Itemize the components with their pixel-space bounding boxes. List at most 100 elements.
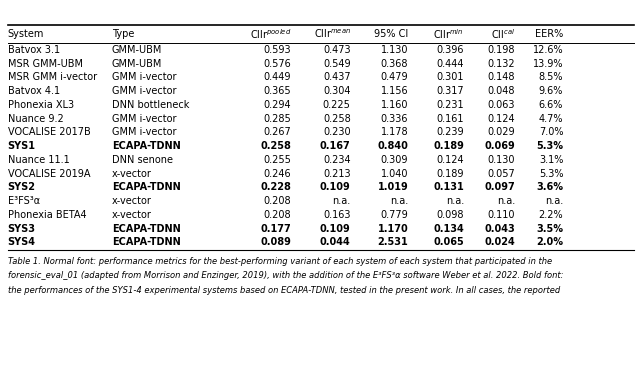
Text: 2.0%: 2.0% (536, 238, 563, 247)
Text: 0.258: 0.258 (323, 113, 351, 124)
Text: Table 1. Normal font: performance metrics for the best-performing variant of eac: Table 1. Normal font: performance metric… (8, 257, 552, 266)
Text: 0.208: 0.208 (264, 196, 291, 206)
Text: SYS4: SYS4 (8, 238, 36, 247)
Text: 0.097: 0.097 (484, 182, 515, 192)
Text: 0.593: 0.593 (264, 45, 291, 55)
Text: 0.239: 0.239 (436, 127, 464, 137)
Text: 0.069: 0.069 (484, 141, 515, 151)
Text: 4.7%: 4.7% (539, 113, 563, 124)
Text: SYS1: SYS1 (8, 141, 36, 151)
Text: 0.198: 0.198 (488, 45, 515, 55)
Text: 0.479: 0.479 (381, 72, 408, 82)
Text: 0.065: 0.065 (433, 238, 464, 247)
Text: 0.063: 0.063 (488, 100, 515, 110)
Text: GMM-UBM: GMM-UBM (112, 58, 163, 69)
Text: SYS2: SYS2 (8, 182, 36, 192)
Text: 0.267: 0.267 (264, 127, 291, 137)
Text: 3.1%: 3.1% (539, 155, 563, 165)
Text: 0.365: 0.365 (264, 86, 291, 96)
Text: 0.234: 0.234 (323, 155, 351, 165)
Text: 0.549: 0.549 (323, 58, 351, 69)
Text: 0.148: 0.148 (488, 72, 515, 82)
Text: the performances of the SYS1-4 experimental systems based on ECAPA-TDNN, tested : the performances of the SYS1-4 experimen… (8, 286, 560, 294)
Text: 3.6%: 3.6% (536, 182, 563, 192)
Text: 2.531: 2.531 (378, 238, 408, 247)
Text: 0.301: 0.301 (436, 72, 464, 82)
Text: 0.124: 0.124 (436, 155, 464, 165)
Text: ECAPA-TDNN: ECAPA-TDNN (112, 141, 180, 151)
Text: 0.189: 0.189 (436, 169, 464, 179)
Text: 1.156: 1.156 (381, 86, 408, 96)
Text: 0.225: 0.225 (323, 100, 351, 110)
Text: 0.258: 0.258 (260, 141, 291, 151)
Text: EER%: EER% (535, 29, 563, 39)
Text: Nuance 11.1: Nuance 11.1 (8, 155, 69, 165)
Text: 0.444: 0.444 (436, 58, 464, 69)
Text: Phonexia BETA4: Phonexia BETA4 (8, 210, 86, 220)
Text: 95% CI: 95% CI (374, 29, 408, 39)
Text: 0.029: 0.029 (488, 127, 515, 137)
Text: Cllr$^{mean}$: Cllr$^{mean}$ (314, 28, 351, 40)
Text: 0.473: 0.473 (323, 45, 351, 55)
Text: Cllr$^{min}$: Cllr$^{min}$ (433, 27, 464, 41)
Text: Phonexia XL3: Phonexia XL3 (8, 100, 74, 110)
Text: n.a.: n.a. (332, 196, 351, 206)
Text: 0.779: 0.779 (381, 210, 408, 220)
Text: Cllr$^{pooled}$: Cllr$^{pooled}$ (250, 27, 291, 41)
Text: GMM i-vector: GMM i-vector (112, 86, 177, 96)
Text: n.a.: n.a. (390, 196, 408, 206)
Text: 0.396: 0.396 (436, 45, 464, 55)
Text: 13.9%: 13.9% (532, 58, 563, 69)
Text: System: System (8, 29, 44, 39)
Text: 5.3%: 5.3% (536, 141, 563, 151)
Text: 0.134: 0.134 (433, 224, 464, 234)
Text: ECAPA-TDNN: ECAPA-TDNN (112, 182, 180, 192)
Text: 0.161: 0.161 (436, 113, 464, 124)
Text: forensic_eval_01 (adapted from Morrison and Enzinger, 2019), with the addition o: forensic_eval_01 (adapted from Morrison … (8, 271, 563, 280)
Text: x-vector: x-vector (112, 169, 152, 179)
Text: GMM i-vector: GMM i-vector (112, 113, 177, 124)
Text: x-vector: x-vector (112, 210, 152, 220)
Text: 0.089: 0.089 (260, 238, 291, 247)
Text: 3.5%: 3.5% (536, 224, 563, 234)
Text: 7.0%: 7.0% (539, 127, 563, 137)
Text: 0.044: 0.044 (320, 238, 351, 247)
Text: Batvox 3.1: Batvox 3.1 (8, 45, 60, 55)
Text: 1.178: 1.178 (381, 127, 408, 137)
Text: GMM i-vector: GMM i-vector (112, 72, 177, 82)
Text: 0.132: 0.132 (488, 58, 515, 69)
Text: 0.294: 0.294 (264, 100, 291, 110)
Text: MSR GMM i-vector: MSR GMM i-vector (8, 72, 97, 82)
Text: 1.019: 1.019 (378, 182, 408, 192)
Text: 0.576: 0.576 (264, 58, 291, 69)
Text: 1.040: 1.040 (381, 169, 408, 179)
Text: 0.189: 0.189 (433, 141, 464, 151)
Text: 0.246: 0.246 (264, 169, 291, 179)
Text: 6.6%: 6.6% (539, 100, 563, 110)
Text: E³FS³α: E³FS³α (8, 196, 40, 206)
Text: 8.5%: 8.5% (539, 72, 563, 82)
Text: 0.109: 0.109 (320, 182, 351, 192)
Text: 0.124: 0.124 (488, 113, 515, 124)
Text: n.a.: n.a. (497, 196, 515, 206)
Text: 1.130: 1.130 (381, 45, 408, 55)
Text: GMM-UBM: GMM-UBM (112, 45, 163, 55)
Text: 0.231: 0.231 (436, 100, 464, 110)
Text: ECAPA-TDNN: ECAPA-TDNN (112, 238, 180, 247)
Text: 0.024: 0.024 (484, 238, 515, 247)
Text: x-vector: x-vector (112, 196, 152, 206)
Text: 0.048: 0.048 (488, 86, 515, 96)
Text: Cll$^{cal}$: Cll$^{cal}$ (491, 27, 515, 41)
Text: 0.098: 0.098 (436, 210, 464, 220)
Text: 0.110: 0.110 (488, 210, 515, 220)
Text: 5.3%: 5.3% (539, 169, 563, 179)
Text: VOCALISE 2019A: VOCALISE 2019A (8, 169, 90, 179)
Text: 1.170: 1.170 (378, 224, 408, 234)
Text: 0.228: 0.228 (260, 182, 291, 192)
Text: 2.2%: 2.2% (539, 210, 563, 220)
Text: DNN bottleneck: DNN bottleneck (112, 100, 189, 110)
Text: 0.449: 0.449 (264, 72, 291, 82)
Text: 0.840: 0.840 (378, 141, 408, 151)
Text: 0.130: 0.130 (488, 155, 515, 165)
Text: GMM i-vector: GMM i-vector (112, 127, 177, 137)
